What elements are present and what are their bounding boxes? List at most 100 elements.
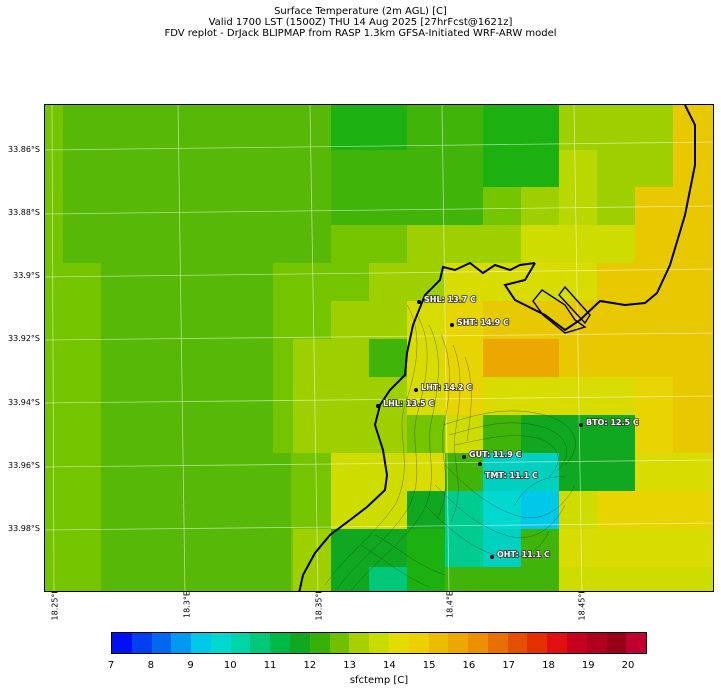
temp-cell [521, 529, 559, 567]
colorbar-tick-label: 17 [502, 660, 516, 671]
temp-cell [445, 453, 483, 491]
lat-label: 33.86°S [8, 145, 40, 154]
station-label-bto: BTO: 12.5 C [586, 418, 639, 427]
colorbar-segment [586, 633, 607, 653]
colorbar-tick-label: 19 [581, 660, 595, 671]
station-marker[interactable] [450, 323, 454, 327]
temp-cell [483, 453, 559, 491]
temp-cell [369, 377, 407, 453]
temp-cell [293, 339, 369, 453]
temp-cell [673, 377, 713, 453]
temp-cell [559, 105, 597, 150]
temp-cell [331, 453, 407, 529]
station-marker[interactable] [417, 300, 421, 304]
station-label-sht: SHT: 14.9 C [457, 318, 509, 327]
temp-cell [445, 567, 559, 591]
colorbar-segment [527, 633, 548, 653]
station-label-tmt: TMT: 11.1 C [485, 471, 538, 480]
station-label-gut: GUT: 11.9 C [469, 450, 522, 459]
lat-label: 33.96°S [8, 461, 40, 470]
harbour-pier [532, 289, 587, 334]
colorbar-tick-label: 16 [462, 660, 476, 671]
temp-cell [407, 301, 445, 415]
temp-cell [407, 105, 483, 225]
colorbar [111, 632, 647, 654]
coastline [503, 105, 696, 332]
temp-cell [445, 415, 483, 453]
station-label-lhl: LHL: 13.5 C [383, 399, 434, 408]
temp-cell [369, 263, 445, 301]
lat-label: 33.92°S [8, 334, 40, 343]
station-label-shl: SHL: 13.7 C [424, 295, 476, 304]
colorbar-segment [369, 633, 389, 653]
temp-cell [559, 567, 713, 591]
coastline [298, 261, 536, 591]
temperature-map: SHL: 13.7 C SHT: 14.9 C LHT: 14.2 C LHL:… [45, 105, 713, 591]
colorbar-segment [487, 633, 508, 653]
colorbar-segment [230, 633, 251, 653]
colorbar-segment [507, 633, 528, 653]
temp-cell [445, 491, 483, 529]
temp-cell [407, 453, 445, 491]
temp-cell [407, 529, 445, 591]
colorbar-segment [408, 633, 429, 653]
colorbar-segment [309, 633, 330, 653]
colorbar-segment [151, 633, 172, 653]
title-line-1: Surface Temperature (2m AGL) [C] [274, 6, 447, 17]
temp-cell [445, 377, 483, 415]
colorbar-segment [112, 633, 132, 653]
colorbar-segment [626, 633, 647, 653]
colorbar-tick-label: 20 [621, 660, 635, 671]
temp-cell [407, 491, 445, 529]
colorbar-segment [270, 633, 291, 653]
colorbar-tick-label: 7 [107, 660, 115, 671]
colorbar-segment [131, 633, 152, 653]
title-line-2: Valid 1700 LST (1500Z) THU 14 Aug 2025 [… [208, 17, 513, 28]
colorbar-label: sfctemp [C] [349, 675, 409, 686]
lat-label: 33.98°S [8, 524, 40, 533]
harbour-pier [558, 285, 591, 325]
colorbar-segment [448, 633, 469, 653]
temp-cell [101, 453, 291, 591]
colorbar-tick-label: 18 [542, 660, 555, 671]
colorbar-segment [329, 633, 350, 653]
colorbar-segment [210, 633, 231, 653]
station-marker[interactable] [414, 388, 418, 392]
colorbar-segment [250, 633, 271, 653]
colorbar-segment [349, 633, 370, 653]
colorbar-segment [468, 633, 488, 653]
temp-cell [63, 105, 331, 263]
temp-cell [331, 301, 407, 339]
station-label-lht: LHT: 14.2 C [421, 383, 472, 392]
colorbar-segment [428, 633, 449, 653]
colorbar-tick-label: 10 [223, 660, 237, 671]
temp-cell [597, 301, 713, 377]
terrain-contours [324, 304, 576, 591]
graticule [45, 105, 713, 591]
temp-cell [559, 150, 597, 225]
station-marker[interactable] [376, 404, 380, 408]
temp-cell [369, 339, 407, 377]
temp-cell [483, 377, 635, 415]
lat-label: 33.88°S [8, 208, 40, 217]
station-marker[interactable] [462, 455, 466, 459]
colorbar-tick-label: 14 [383, 660, 396, 671]
title-line-3: FDV replot - DrJack BLIPMAP from RASP 1.… [164, 28, 557, 39]
colorbar-segment [547, 633, 567, 653]
temp-cell [445, 529, 483, 567]
colorbar-tick-label: 11 [263, 660, 277, 671]
colorbar-tick-label: 15 [422, 660, 436, 671]
colorbar-tick-label: 13 [343, 660, 356, 671]
station-marker[interactable] [478, 462, 482, 466]
station-marker[interactable] [579, 423, 583, 427]
temp-cell [483, 529, 521, 567]
map-panel[interactable]: SHL: 13.7 C SHT: 14.9 C LHT: 14.2 C LHL:… [44, 104, 714, 592]
station-label-oht: OHT: 11.1 C [497, 550, 550, 559]
temp-cell [521, 225, 635, 263]
colorbar-tick-label: 12 [303, 660, 317, 671]
temp-cell [559, 415, 635, 453]
station-marker[interactable] [490, 555, 494, 559]
temp-cell [635, 453, 713, 491]
colorbar-segment [171, 633, 192, 653]
temp-cell [483, 415, 521, 453]
